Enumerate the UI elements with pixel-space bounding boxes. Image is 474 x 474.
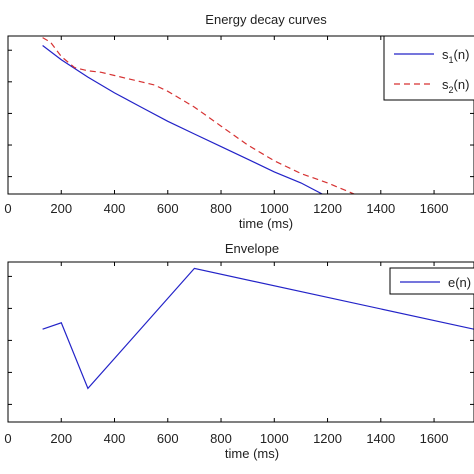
chart-title: Envelope — [225, 241, 279, 256]
x-tick-label: 400 — [104, 201, 126, 216]
x-tick-label: 1400 — [366, 431, 395, 446]
x-tick-label: 200 — [50, 431, 72, 446]
x-tick-label: 1200 — [313, 201, 342, 216]
legend: e(n) — [389, 267, 474, 295]
series-line-s2n — [42, 37, 355, 194]
x-tick-label: 1000 — [260, 431, 289, 446]
x-tick-label: 600 — [157, 431, 179, 446]
plot-frame — [7, 35, 474, 195]
x-axis-label: time (ms) — [225, 446, 279, 461]
x-tick-label: 200 — [50, 201, 72, 216]
x-tick-label: 1000 — [260, 201, 289, 216]
legend-box — [383, 35, 474, 101]
x-tick-label: 0 — [4, 201, 11, 216]
x-tick-label: 1200 — [313, 431, 342, 446]
series-line-en — [42, 267, 474, 390]
legend-label-e: e(n) — [448, 275, 471, 290]
plot-frame — [7, 261, 474, 423]
x-tick-label: 1600 — [420, 431, 449, 446]
energy-decay-chart: Energy decay curves 0 200 400 600 800 1000 120… — [4, 12, 474, 231]
x-axis-label: time (ms) — [239, 216, 293, 231]
legend-box — [389, 267, 474, 295]
x-tick-label: 800 — [210, 201, 232, 216]
legend: s1(n) s2(n) — [383, 35, 474, 101]
chart-title: Energy decay curves — [205, 12, 327, 27]
x-tick-label: 400 — [104, 431, 126, 446]
envelope-chart: Envelope 0 200 400 600 800 1000 1200 1400 1600 t… — [4, 241, 474, 461]
x-tick-label: 600 — [157, 201, 179, 216]
series-line-s1n — [42, 45, 323, 194]
x-tick-label: 1600 — [420, 201, 449, 216]
x-tick-label: 800 — [210, 431, 232, 446]
x-tick-label: 1400 — [366, 201, 395, 216]
x-tick-label: 0 — [4, 431, 11, 446]
